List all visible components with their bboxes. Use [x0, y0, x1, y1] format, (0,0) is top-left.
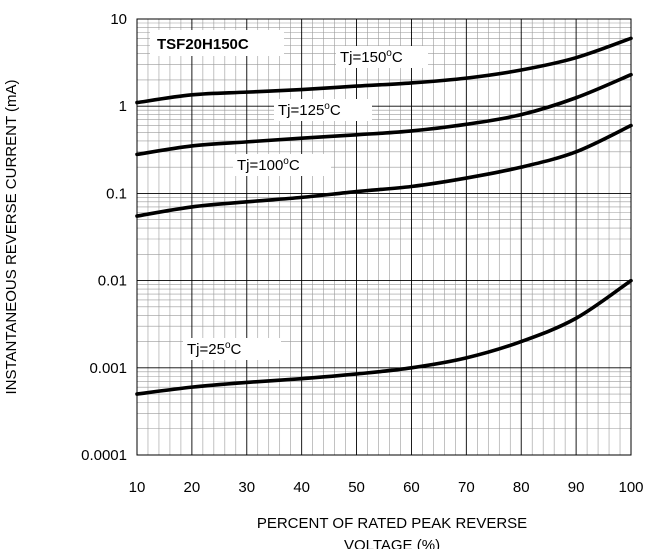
y-axis-title: INSTANTANEOUS REVERSE CURRENT (mA)	[3, 79, 20, 394]
series-label-unit: C	[289, 157, 300, 174]
series-label-bg-0	[336, 46, 428, 68]
series-label-bg-2	[233, 154, 331, 176]
x-tick-label: 40	[293, 479, 310, 496]
series-label-unit: C	[392, 49, 403, 66]
series-line-1	[135, 72, 633, 157]
x-tick-labels: 10 20 30 40 50 60 70 80 90 100	[129, 479, 644, 496]
y-tick-label: 0.0001	[81, 447, 127, 464]
y-tick-label: 0.1	[106, 185, 127, 202]
x-tick-label: 20	[184, 479, 201, 496]
y-tick-labels: 0.0001 0.001 0.01 0.1 1 10	[81, 11, 127, 464]
series-label-degree: o	[324, 101, 330, 112]
series-label-bg-3	[183, 338, 281, 360]
y-tick-label: 0.01	[98, 273, 127, 290]
y-tick-label: 1	[119, 98, 127, 115]
x-axis-title-line-1: PERCENT OF RATED PEAK REVERSE	[257, 515, 527, 532]
x-tick-label: 70	[458, 479, 475, 496]
series-line-2	[135, 123, 633, 218]
series-label-degree: o	[225, 340, 231, 351]
series-label-text: Tj=150	[340, 49, 386, 66]
y-tick-label: 0.001	[89, 360, 127, 377]
x-tick-label: 50	[348, 479, 365, 496]
x-tick-label: 80	[513, 479, 530, 496]
series-label-text: Tj=25	[187, 341, 225, 358]
series-label-text: Tj=125	[278, 102, 324, 119]
chart-title: TSF20H150C	[157, 36, 249, 53]
series-label-0: Tj=150oC	[340, 48, 403, 66]
series-label-bg-1	[274, 99, 372, 121]
x-tick-label: 10	[129, 479, 146, 496]
series-line-3	[135, 278, 633, 396]
y-tick-label: 10	[110, 11, 127, 28]
series-label-degree: o	[386, 48, 392, 59]
x-tick-label: 60	[403, 479, 420, 496]
x-tick-label: 90	[568, 479, 585, 496]
chart-title-box: TSF20H150C	[150, 30, 284, 56]
series-label-unit: C	[231, 341, 242, 358]
series-label-2: Tj=100oC	[237, 156, 300, 174]
series-label-unit: C	[330, 102, 341, 119]
plot-frame	[136, 18, 632, 456]
series-label-3: Tj=25oC	[187, 340, 242, 358]
x-tick-label: 100	[618, 479, 643, 496]
title-background	[150, 30, 284, 56]
x-tick-label: 30	[238, 479, 255, 496]
curves	[135, 36, 633, 396]
series-label-1: Tj=125oC	[278, 101, 341, 119]
series-label-text: Tj=100	[237, 157, 283, 174]
series-label-degree: o	[283, 156, 289, 167]
series-line-0	[135, 36, 633, 105]
x-axis-title-line-2: VOLTAGE (%)	[344, 537, 440, 549]
